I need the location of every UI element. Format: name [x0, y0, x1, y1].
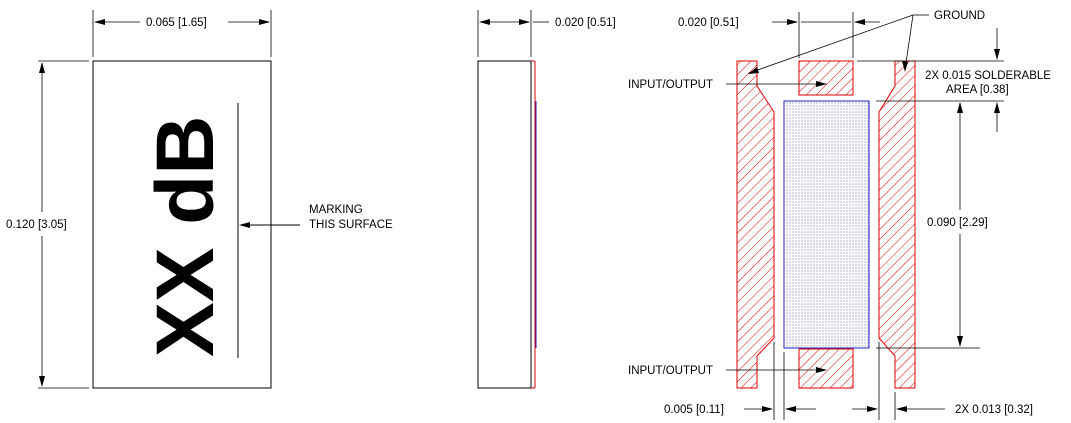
marking-note-line2: THIS SURFACE	[309, 219, 393, 231]
width-dimension: 0.065 [1.65]	[146, 17, 207, 29]
ground-pad-left	[736, 60, 775, 389]
input-output-bottom-label: INPUT/OUTPUT	[628, 365, 713, 377]
resistor-area	[783, 100, 870, 349]
marking-text: XX dB	[140, 116, 231, 357]
length-dimension: 0.090 [2.29]	[927, 217, 988, 229]
side-view: 0.020 [0.51]	[477, 10, 616, 389]
height-dimension: 0.120 [3.05]	[6, 219, 67, 231]
solderable-line1: 2X 0.015 SOLDERABLE	[925, 70, 1051, 82]
input-output-top-label: INPUT/OUTPUT	[628, 79, 713, 91]
marking-note-line1: MARKING	[309, 204, 363, 216]
bottom-view: 0.020 [0.51] GROUND INPUT/OUTPUT INPUT/O…	[628, 10, 1051, 420]
thickness-dimension: 0.020 [0.51]	[555, 17, 616, 29]
solderable-line2: AREA [0.38]	[946, 84, 1009, 96]
gap-dimension: 0.005 [0.11]	[664, 404, 724, 416]
top-view: XX dB MARKING THIS SURFACE 0.065 [1.65] …	[6, 10, 393, 389]
chip-side-outline	[477, 60, 532, 389]
ground-pad-right	[878, 60, 916, 389]
center-pad-bottom	[798, 348, 854, 389]
side-pad-dimension: 2X 0.013 [0.32]	[955, 404, 1033, 416]
pad-width-dimension: 0.020 [0.51]	[678, 17, 739, 29]
center-pad-top	[798, 60, 854, 96]
ground-label: GROUND	[934, 10, 985, 22]
